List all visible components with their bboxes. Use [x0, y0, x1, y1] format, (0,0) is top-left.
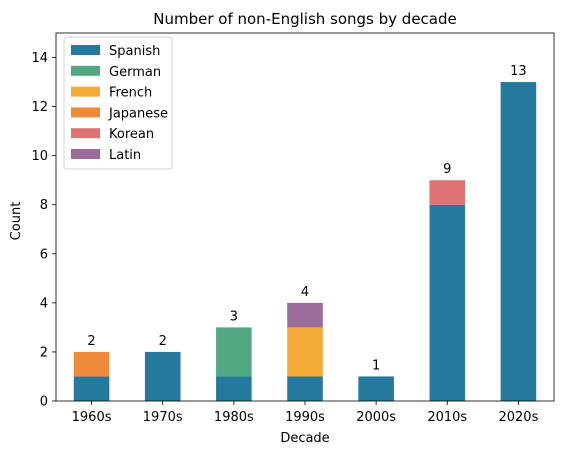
- bar-segment-spanish-2000s: [358, 376, 394, 401]
- legend-swatch-latin: [71, 149, 100, 159]
- bar-segment-spanish-2020s: [500, 82, 537, 402]
- legend-swatch-french: [71, 86, 100, 97]
- legend-swatch-german: [71, 65, 100, 76]
- plot-area: 21960s21970s31980s41990s12000s92010s1320…: [31, 32, 555, 425]
- y-tick-label: 8: [40, 198, 48, 213]
- legend-label-japanese: Japanese: [108, 106, 168, 121]
- x-tick-label: 2020s: [498, 410, 538, 425]
- bar-segment-spanish-1960s: [73, 376, 110, 401]
- bar-segment-french-1990s: [287, 327, 323, 377]
- total-label-1990s: 4: [301, 285, 309, 300]
- y-tick-label: 0: [40, 395, 48, 410]
- total-label-1980s: 3: [230, 309, 238, 324]
- total-label-2010s: 9: [443, 162, 451, 177]
- legend-swatch-korean: [71, 128, 100, 139]
- chart-title: Number of non-English songs by decade: [153, 10, 457, 28]
- total-label-1970s: 2: [159, 334, 167, 349]
- x-tick-label: 1970s: [143, 410, 183, 425]
- bar-segment-japanese-1960s: [73, 351, 110, 377]
- bar-segment-spanish-2010s: [429, 204, 466, 401]
- bar-segment-korean-2010s: [429, 180, 466, 205]
- legend-label-french: French: [109, 86, 152, 101]
- x-tick-label: 1960s: [72, 410, 112, 425]
- legend-label-german: German: [109, 65, 161, 80]
- bar-segment-spanish-1990s: [287, 376, 323, 401]
- legend-swatch-japanese: [71, 107, 100, 118]
- axes-frame: [55, 32, 555, 402]
- total-label-2020s: 13: [510, 64, 527, 79]
- legend-label-spanish: Spanish: [109, 44, 160, 59]
- x-tick-label: 2010s: [427, 410, 467, 425]
- y-tick-label: 6: [40, 247, 48, 262]
- bar-segment-spanish-1980s: [216, 376, 252, 401]
- legend-label-latin: Latin: [109, 148, 141, 163]
- y-tick-label: 10: [31, 149, 48, 164]
- legend-label-korean: Korean: [109, 127, 154, 142]
- total-label-1960s: 2: [87, 334, 95, 349]
- y-tick-label: 4: [40, 296, 48, 311]
- y-tick-label: 12: [31, 100, 48, 115]
- total-label-2000s: 1: [372, 358, 380, 373]
- x-tick-label: 1980s: [214, 410, 254, 425]
- x-tick-label: 1990s: [285, 410, 325, 425]
- bar-segment-spanish-1970s: [144, 351, 181, 401]
- y-axis-label: Count: [9, 202, 24, 241]
- legend-swatch-spanish: [71, 45, 100, 55]
- x-tick-label: 2000s: [356, 410, 396, 425]
- y-tick-label: 2: [40, 345, 48, 360]
- y-tick-label: 14: [31, 51, 48, 66]
- bar-segment-german-1980s: [216, 327, 252, 377]
- x-axis-label: Decade: [280, 431, 329, 446]
- bar-segment-latin-1990s: [287, 302, 323, 328]
